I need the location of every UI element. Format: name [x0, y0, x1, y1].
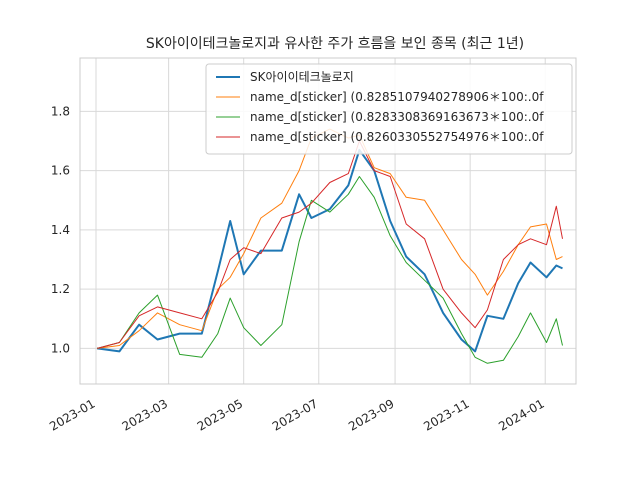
y-tick-label: 1.4: [51, 223, 70, 237]
plot-frame: [79, 57, 577, 385]
y-tick-label: 1.8: [51, 104, 70, 118]
legend-label-2: name_d[sticker] (0.8283308369163673＊100:…: [250, 110, 544, 124]
chart-title: SK아이이테크놀로지과 유사한 주가 흐름을 보인 종목 (최근 1년): [146, 36, 524, 52]
y-tick-label: 1.2: [51, 282, 70, 296]
legend-box: [205, 63, 573, 155]
legend: SK아이이테크놀로지 name_d[sticker] (0.82851079402…: [205, 63, 573, 155]
y-axis: 1.0 1.2 1.4 1.6 1.8: [51, 104, 70, 355]
series-line-2: [97, 176, 563, 364]
series-line-0: [97, 148, 563, 353]
legend-label-0: SK아이이테크놀로지: [250, 70, 354, 84]
y-tick-label: 1.6: [51, 164, 70, 178]
legend-label-3: name_d[sticker] (0.8260330552754976＊100:…: [250, 130, 544, 144]
y-tick-label: 1.0: [51, 341, 70, 355]
series-line-3: [97, 140, 563, 349]
legend-label-1: name_d[sticker] (0.8285107940278906＊100:…: [250, 90, 544, 104]
